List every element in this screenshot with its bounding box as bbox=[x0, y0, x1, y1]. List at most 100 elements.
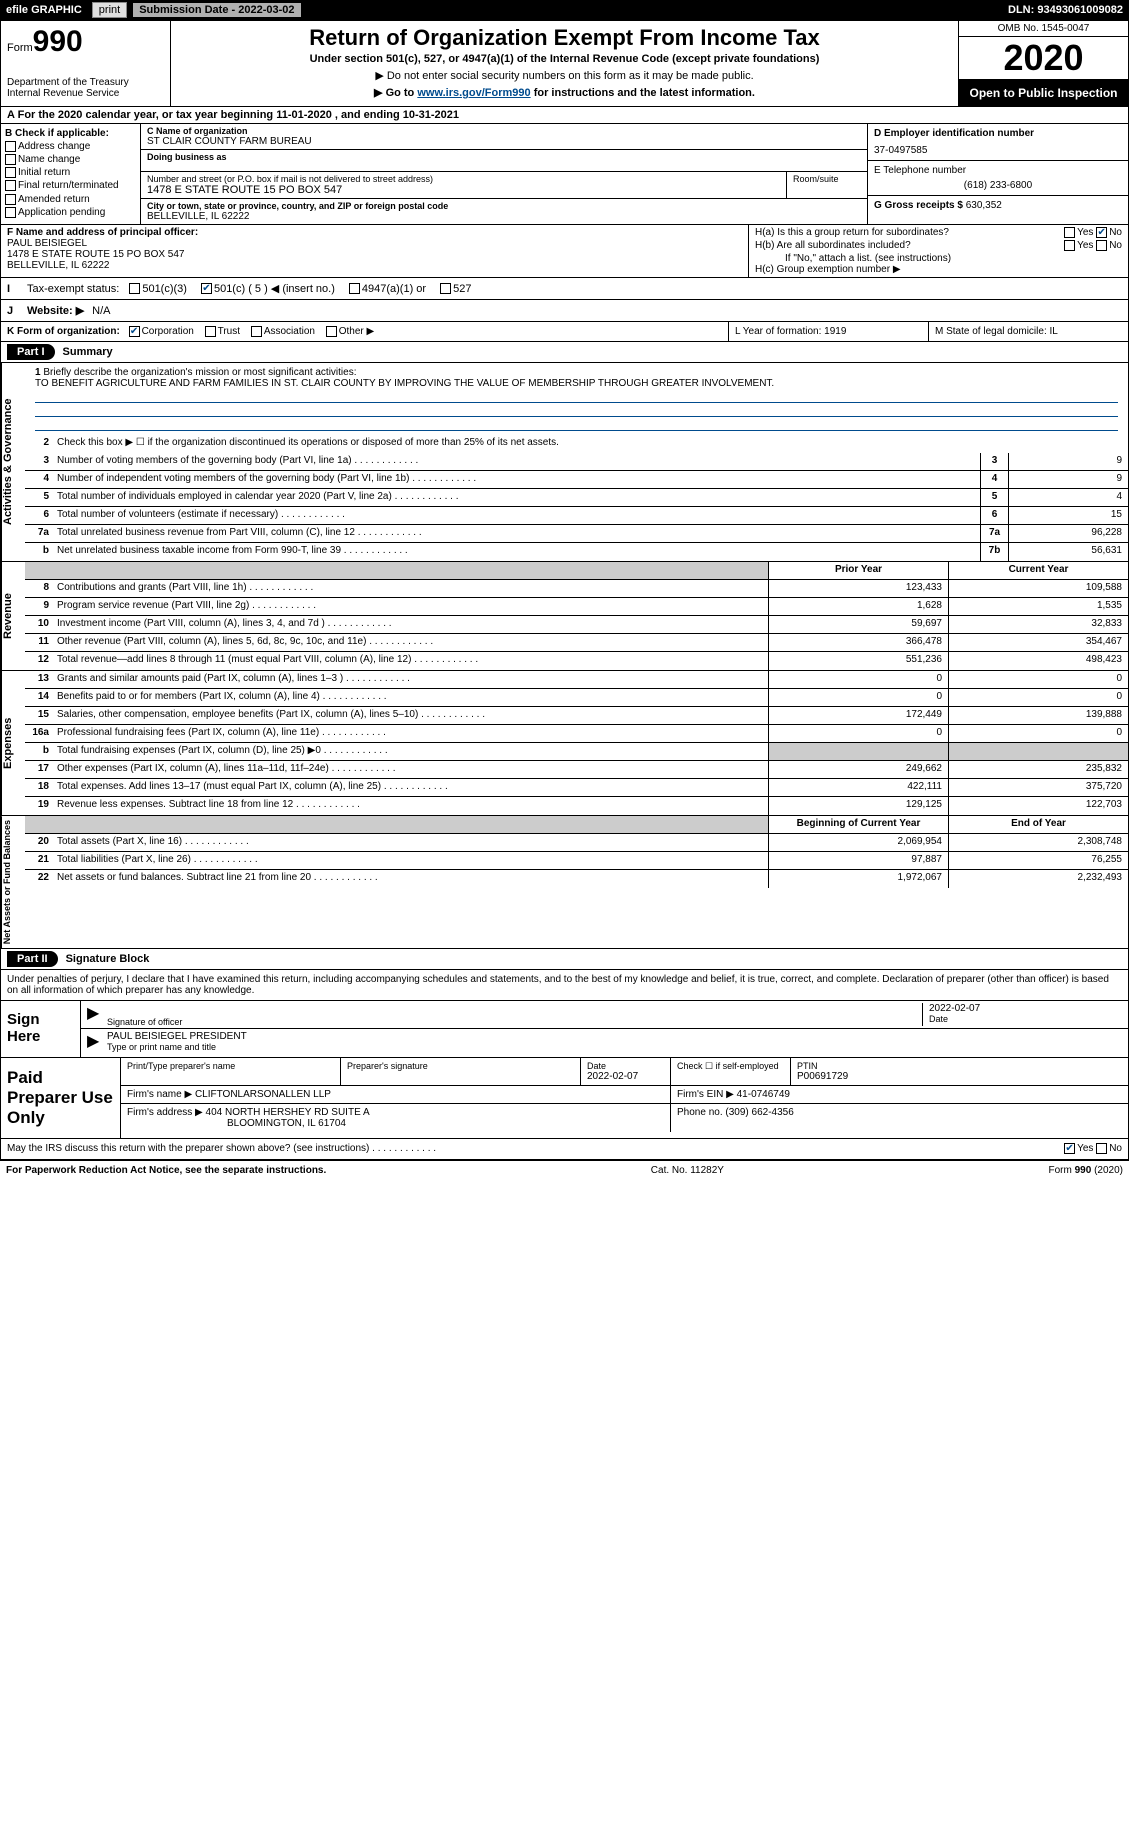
firm-addr2: BLOOMINGTON, IL 61704 bbox=[227, 1118, 346, 1129]
form-header: Form990 Department of the Treasury Inter… bbox=[0, 20, 1129, 107]
b-opt-2: Initial return bbox=[5, 167, 136, 178]
firm-ein-label: Firm's EIN ▶ bbox=[677, 1089, 734, 1100]
i-opt-1: 501(c) ( 5 ) ◀ (insert no.) bbox=[214, 282, 335, 295]
right-block: OMB No. 1545-0047 2020 Open to Public In… bbox=[958, 21, 1128, 106]
irs-link[interactable]: www.irs.gov/Form990 bbox=[417, 87, 530, 99]
hb-yes: Yes bbox=[1077, 240, 1093, 251]
form-word: Form bbox=[7, 42, 33, 54]
gross-label: G Gross receipts $ bbox=[874, 200, 963, 211]
part2-header: Part IISignature Block bbox=[0, 949, 1129, 970]
form-id-block: Form990 Department of the Treasury Inter… bbox=[1, 21, 171, 106]
h-block: H(a) Is this a group return for subordin… bbox=[748, 225, 1128, 277]
arrow-icon: ▶ bbox=[87, 1003, 107, 1026]
d-block: D Employer identification number37-04975… bbox=[868, 124, 1128, 224]
street-value: 1478 E STATE ROUTE 15 PO BOX 547 bbox=[147, 184, 780, 196]
k-opt-3: Other ▶ bbox=[339, 326, 374, 337]
omb-number: OMB No. 1545-0047 bbox=[959, 21, 1128, 37]
dba-label: Doing business as bbox=[147, 152, 861, 162]
self-employed-check: Check ☐ if self-employed bbox=[671, 1058, 791, 1085]
revenue-section: Revenue Prior YearCurrent Year 8Contribu… bbox=[0, 562, 1129, 671]
ein-label: D Employer identification number bbox=[874, 128, 1122, 139]
vside-ag: Activities & Governance bbox=[1, 363, 25, 561]
dept-label: Department of the Treasury Internal Reve… bbox=[7, 77, 164, 99]
part1-label: Part I bbox=[7, 344, 55, 360]
vside-exp: Expenses bbox=[1, 671, 25, 815]
c-block: C Name of organizationST CLAIR COUNTY FA… bbox=[141, 124, 868, 224]
irs-yes: Yes bbox=[1077, 1144, 1093, 1155]
signature-block: Under penalties of perjury, I declare th… bbox=[0, 970, 1129, 1159]
i-opt-3: 527 bbox=[453, 283, 471, 295]
irs-no: No bbox=[1109, 1144, 1122, 1155]
f-label: F Name and address of principal officer: bbox=[7, 227, 742, 238]
line-a: A For the 2020 calendar year, or tax yea… bbox=[0, 107, 1129, 124]
phone-value: (618) 233-6800 bbox=[874, 180, 1122, 191]
ha-yes: Yes bbox=[1077, 227, 1093, 238]
form-year-footer: (2020) bbox=[1091, 1165, 1123, 1176]
part1-header: Part ISummary bbox=[0, 342, 1129, 363]
street-label: Number and street (or P.O. box if mail i… bbox=[147, 174, 780, 184]
ha-no: No bbox=[1109, 227, 1122, 238]
sig-date: 2022-02-07 bbox=[929, 1003, 1122, 1014]
phone-label: E Telephone number bbox=[874, 165, 1122, 176]
firm-addr1: 404 NORTH HERSHEY RD SUITE A bbox=[206, 1107, 370, 1118]
q1-label: Briefly describe the organization's miss… bbox=[43, 367, 356, 378]
balance-section: Net Assets or Fund Balances Beginning of… bbox=[0, 816, 1129, 949]
efile-label: efile GRAPHIC bbox=[0, 4, 88, 16]
gross-value: 630,352 bbox=[966, 200, 1002, 211]
goto-pre: ▶ Go to bbox=[374, 87, 417, 99]
f-block: F Name and address of principal officer:… bbox=[1, 225, 748, 277]
fh-row: F Name and address of principal officer:… bbox=[0, 225, 1129, 278]
arrow-icon: ▶ bbox=[87, 1031, 107, 1055]
state-domicile: M State of legal domicile: IL bbox=[928, 322, 1128, 341]
prep-sig-label: Preparer's signature bbox=[347, 1061, 574, 1071]
form-number: 990 bbox=[33, 25, 83, 58]
year-formation: L Year of formation: 1919 bbox=[728, 322, 928, 341]
goto-line: ▶ Go to www.irs.gov/Form990 for instruct… bbox=[175, 86, 954, 99]
firm-phone: (309) 662-4356 bbox=[725, 1107, 793, 1118]
ptin-label: PTIN bbox=[797, 1061, 1122, 1071]
hb-label: H(b) Are all subordinates included? bbox=[755, 240, 911, 251]
title-block: Return of Organization Exempt From Incom… bbox=[171, 21, 958, 106]
ssn-warning: ▶ Do not enter social security numbers o… bbox=[175, 69, 954, 82]
i-opt-2: 4947(a)(1) or bbox=[362, 283, 426, 295]
firm-name-label: Firm's name ▶ bbox=[127, 1089, 192, 1100]
bcd-row: B Check if applicable: Address change Na… bbox=[0, 124, 1129, 225]
b-opt-1: Name change bbox=[5, 154, 136, 165]
submission-date: Submission Date - 2022-03-02 bbox=[133, 3, 300, 17]
k-label: K Form of organization: bbox=[7, 326, 120, 337]
officer-printed-name: PAUL BEISIEGEL PRESIDENT bbox=[107, 1031, 1122, 1042]
begin-year-header: Beginning of Current Year bbox=[768, 816, 948, 833]
officer-addr2: BELLEVILLE, IL 62222 bbox=[7, 260, 742, 271]
k-opt-2: Association bbox=[264, 326, 315, 337]
c-name-label: C Name of organization bbox=[147, 126, 861, 136]
j-label: Website: ▶ bbox=[27, 304, 84, 317]
print-button[interactable]: print bbox=[92, 2, 127, 18]
hb-no: No bbox=[1109, 240, 1122, 251]
sign-here-label: Sign Here bbox=[1, 1001, 81, 1057]
k-opt-0: Corporation bbox=[142, 326, 194, 337]
prep-date: 2022-02-07 bbox=[587, 1071, 664, 1082]
form-subtitle: Under section 501(c), 527, or 4947(a)(1)… bbox=[175, 53, 954, 65]
i-label: Tax-exempt status: bbox=[27, 283, 119, 295]
i-row: I Tax-exempt status: 501(c)(3) 501(c) ( … bbox=[0, 278, 1129, 300]
form-title: Return of Organization Exempt From Incom… bbox=[175, 25, 954, 51]
form-label: Form bbox=[1049, 1165, 1075, 1176]
pra-notice: For Paperwork Reduction Act Notice, see … bbox=[6, 1165, 326, 1176]
b-label: B Check if applicable: bbox=[5, 128, 136, 139]
form-990-footer: 990 bbox=[1075, 1165, 1092, 1176]
q2-text: Check this box ▶ ☐ if the organization d… bbox=[53, 435, 1128, 453]
goto-post: for instructions and the latest informat… bbox=[531, 87, 755, 99]
type-label: Type or print name and title bbox=[107, 1042, 1122, 1052]
ptin-value: P00691729 bbox=[797, 1071, 1122, 1082]
hc-label: H(c) Group exemption number ▶ bbox=[755, 264, 1122, 275]
mission-text: TO BENEFIT AGRICULTURE AND FARM FAMILIES… bbox=[35, 378, 1118, 389]
page-footer: For Paperwork Reduction Act Notice, see … bbox=[0, 1160, 1129, 1180]
current-year-header: Current Year bbox=[948, 562, 1128, 579]
cat-number: Cat. No. 11282Y bbox=[651, 1165, 724, 1176]
dln-label: DLN: 93493061009082 bbox=[1008, 4, 1129, 16]
b-opt-0: Address change bbox=[5, 141, 136, 152]
org-name: ST CLAIR COUNTY FARM BUREAU bbox=[147, 136, 861, 147]
vside-rev: Revenue bbox=[1, 562, 25, 670]
officer-name: PAUL BEISIEGEL bbox=[7, 238, 742, 249]
b-opt-3: Final return/terminated bbox=[5, 180, 136, 191]
